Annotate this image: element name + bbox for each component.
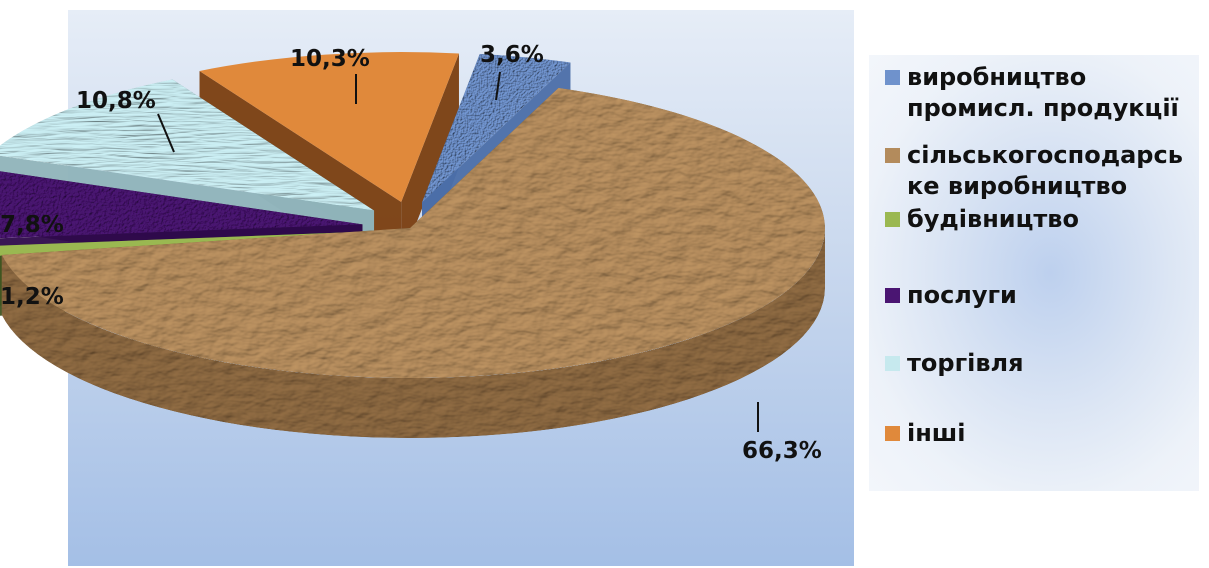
legend-label: торгівля (907, 349, 1024, 377)
aqua-water-texture-icon (885, 356, 900, 371)
slice-top (1, 87, 825, 378)
slice-2 (1, 87, 826, 439)
leader-line (495, 71, 501, 101)
legend (869, 55, 1199, 491)
slice-top (199, 52, 459, 203)
blue-mosaic-texture-icon (885, 70, 900, 85)
legend-item: послуги (885, 280, 1017, 311)
slice-top (0, 171, 363, 239)
crumpled-paper-texture-icon (885, 148, 900, 163)
slice-side (1, 228, 826, 439)
legend-label: будівництво (907, 205, 1079, 233)
legend-label: виробництво промисл. продукції (907, 63, 1179, 122)
leader-line (157, 113, 175, 153)
legend-item: виробництво промисл. продукції (885, 62, 1179, 124)
data-label-2: 66,3% (742, 438, 822, 464)
orange-square-icon (885, 426, 900, 441)
legend-label: послуги (907, 281, 1017, 309)
legend-item: інші (885, 418, 966, 449)
slice-cut-face (401, 53, 459, 263)
slice-top (0, 79, 375, 211)
data-label-4: 7,8% (0, 212, 64, 238)
data-label-1: 3,6% (480, 42, 544, 68)
legend-item: торгівля (885, 348, 1024, 379)
legend-label: інші (907, 419, 966, 447)
data-label-3: 1,2% (0, 284, 64, 310)
purple-texture-icon (885, 288, 900, 303)
green-square-icon (885, 212, 900, 227)
data-label-6: 10,3% (290, 46, 370, 72)
slice-top (422, 53, 571, 203)
legend-item: сільськогосподарсь ке виробництво (885, 140, 1183, 202)
legend-label: сільськогосподарсь ке виробництво (907, 141, 1183, 200)
legend-item: будівництво (885, 204, 1079, 235)
data-label-5: 10,8% (76, 88, 156, 114)
